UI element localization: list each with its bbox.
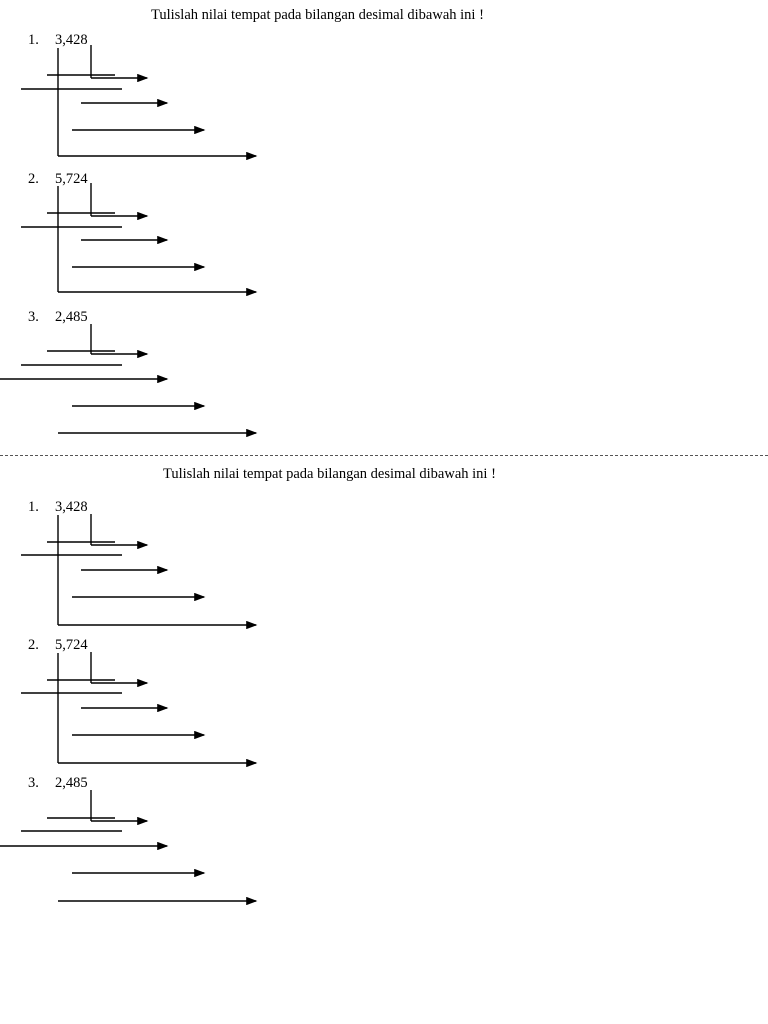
place-value-diagram-1 — [21, 514, 258, 630]
cut-line-divider — [0, 455, 768, 456]
instruction-text: Tulislah nilai tempat pada bilangan desi… — [163, 466, 496, 482]
problem-value: 3,428 — [55, 499, 88, 515]
problem-number: 3. — [28, 775, 39, 791]
problem-2: 2. 5,724 — [28, 171, 88, 188]
place-value-diagram-1 — [21, 45, 258, 161]
place-value-diagram-2 — [21, 183, 258, 297]
problem-value: 3,428 — [55, 32, 88, 48]
problem-number: 2. — [28, 637, 39, 653]
worksheet-top: Tulislah nilai tempat pada bilangan desi… — [0, 0, 768, 460]
problem-number: 2. — [28, 171, 39, 187]
problem-1: 1. 3,428 — [28, 32, 88, 49]
problem-3: 3. 2,485 — [28, 775, 88, 792]
problem-value: 2,485 — [55, 775, 88, 791]
problem-1: 1. 3,428 — [28, 499, 88, 516]
place-value-diagram-2 — [21, 652, 258, 768]
problem-value: 2,485 — [55, 309, 88, 325]
problem-number: 1. — [28, 32, 39, 48]
problem-value: 5,724 — [55, 171, 88, 187]
problem-number: 3. — [28, 309, 39, 325]
worksheet-bottom: Tulislah nilai tempat pada bilangan desi… — [0, 466, 768, 926]
place-value-diagram-3 — [0, 324, 258, 438]
problem-3: 3. 2,485 — [28, 309, 88, 326]
place-value-diagram-3 — [0, 790, 258, 906]
problem-2: 2. 5,724 — [28, 637, 88, 654]
problem-number: 1. — [28, 499, 39, 515]
instruction-text: Tulislah nilai tempat pada bilangan desi… — [151, 7, 484, 23]
problem-value: 5,724 — [55, 637, 88, 653]
